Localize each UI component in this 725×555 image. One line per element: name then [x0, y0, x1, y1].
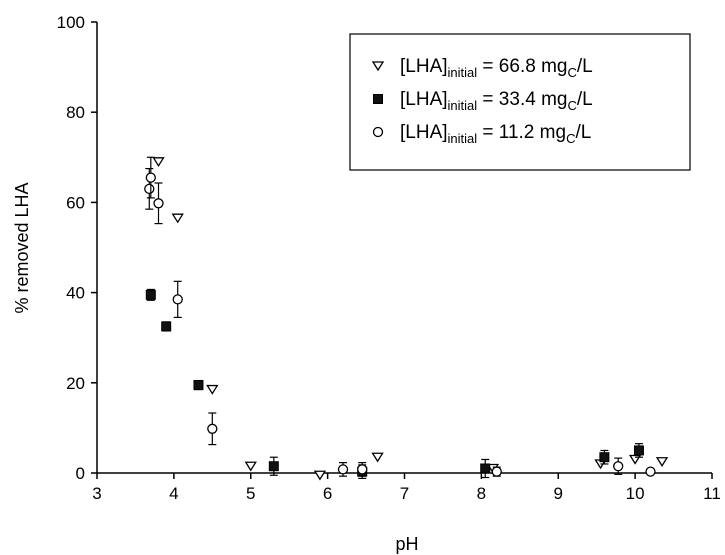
legend-label-part: /L [577, 56, 593, 77]
data-point [480, 463, 491, 474]
y-tick-label: 60 [66, 193, 85, 212]
legend-label-part: [LHA] [400, 56, 448, 77]
x-tick-label: 6 [323, 484, 332, 503]
data-point [144, 183, 155, 195]
legend-label-part: C [566, 131, 575, 146]
x-tick-label: 5 [246, 484, 255, 503]
legend-label-part: initial [448, 131, 478, 146]
data-point [633, 445, 644, 456]
data-point [491, 466, 502, 477]
x-tick-label: 8 [477, 484, 486, 503]
series-1 [145, 288, 644, 480]
legend-item: [LHA]initial = 33.4 mgC/L [373, 89, 593, 113]
y-axis-title: % removed LHA [12, 182, 32, 313]
data-point [145, 172, 156, 183]
data-point [145, 289, 156, 300]
data-point [161, 321, 172, 332]
data-point [313, 470, 327, 481]
data-point [193, 380, 204, 391]
legend-box [349, 33, 691, 171]
x-tick-label: 3 [92, 484, 101, 503]
x-tick-label: 9 [554, 484, 563, 503]
data-marks [144, 156, 669, 481]
x-tick-label: 10 [626, 484, 645, 503]
data-point [171, 213, 184, 224]
legend-marker [371, 61, 385, 72]
series-0 [152, 157, 669, 481]
legend-label-part: initial [448, 98, 478, 113]
legend-label-part: = 33.4 mg [477, 89, 567, 110]
legend-label: [LHA]initial = 33.4 mgC/L [400, 89, 593, 113]
y-tick-label: 20 [66, 374, 85, 393]
y-tick-label: 80 [66, 103, 85, 122]
legend-item: [LHA]initial = 66.8 mgC/L [371, 56, 593, 80]
x-tick-label: 7 [400, 484, 409, 503]
legend-marker [373, 94, 383, 104]
y-tick-label: 0 [76, 464, 85, 483]
y-tick-label: 40 [66, 284, 85, 303]
data-point [153, 198, 164, 209]
data-point [645, 466, 656, 477]
legend-item: [LHA]initial = 11.2 mgC/L [372, 122, 591, 146]
legend-label: [LHA]initial = 66.8 mgC/L [400, 56, 593, 80]
y-tick-label: 100 [57, 13, 85, 32]
axes: 3 4 5 6 7 8 9 10 11 0 20 40 60 80 100 [57, 13, 721, 503]
data-point [244, 461, 257, 472]
data-point [268, 461, 279, 472]
data-point [613, 461, 624, 472]
data-point [599, 452, 610, 463]
legend: [LHA]initial = 66.8 mgC/L[LHA]initial = … [349, 33, 691, 171]
data-point [152, 157, 165, 168]
legend-label: [LHA]initial = 11.2 mgC/L [400, 122, 591, 146]
data-point [371, 452, 384, 463]
data-point [337, 464, 349, 475]
legend-label-part: C [567, 65, 576, 80]
legend-marker [372, 126, 384, 138]
legend-label-part: /L [575, 122, 591, 143]
legend-label-part: = 11.2 mg [477, 122, 566, 143]
data-point [655, 457, 669, 467]
data-point [172, 294, 183, 305]
legend-label-part: initial [448, 65, 478, 80]
legend-label-part: C [567, 98, 576, 113]
data-point [357, 464, 368, 475]
series-2 [144, 156, 656, 477]
x-tick-label: 11 [703, 484, 721, 503]
data-point [206, 384, 219, 395]
data-point [207, 423, 218, 434]
legend-label-part: [LHA] [400, 89, 448, 110]
x-axis-title: pH [395, 534, 418, 554]
legend-label-part: [LHA] [400, 122, 448, 143]
legend-label-part: = 66.8 mg [477, 56, 567, 77]
legend-label-part: /L [577, 89, 593, 110]
x-tick-label: 4 [169, 484, 178, 503]
